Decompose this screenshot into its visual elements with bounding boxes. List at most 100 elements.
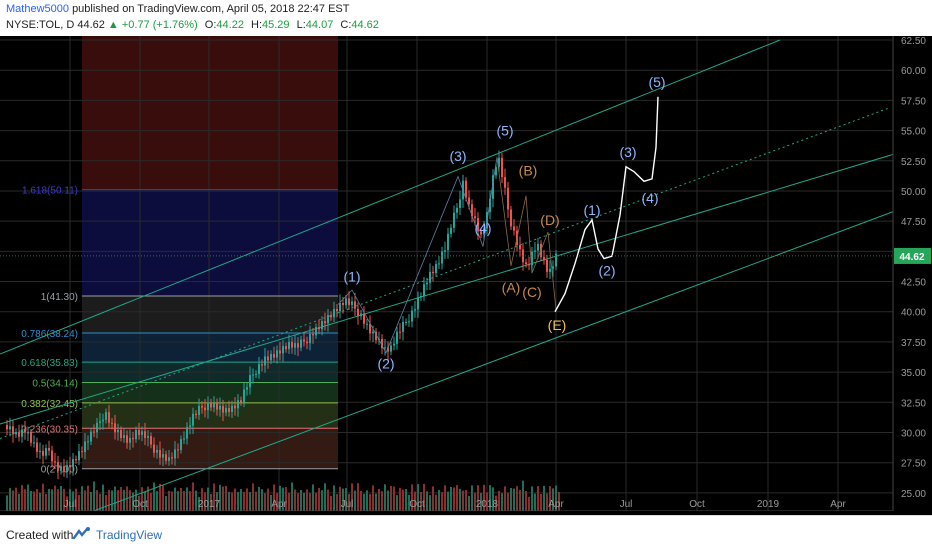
volume-bar: [90, 492, 92, 511]
volume-bar: [540, 494, 542, 511]
x-tick-label: Oct: [689, 499, 705, 510]
volume-bar: [246, 488, 248, 511]
volume-bar: [39, 492, 41, 511]
volume-bar: [420, 492, 422, 511]
volume-bar: [48, 488, 50, 511]
candle-body: [549, 268, 551, 272]
volume-bar: [432, 486, 434, 511]
candle-body: [531, 251, 533, 266]
candle-body: [459, 199, 461, 208]
fib-level-label: 1(41.30): [41, 292, 78, 303]
x-tick-label: 2017: [198, 499, 221, 510]
volume-bar: [549, 486, 551, 511]
volume-bar: [495, 495, 497, 511]
y-tick-label: 35.00: [901, 368, 926, 379]
candle-body: [288, 341, 290, 350]
volume-bar: [483, 484, 485, 511]
candle-body: [189, 425, 191, 428]
volume-bar: [243, 491, 245, 511]
candle-body: [54, 461, 56, 463]
candle-body: [27, 432, 29, 434]
volume-bar: [351, 483, 353, 511]
candle-body: [528, 264, 530, 266]
volume-bar: [309, 493, 311, 511]
tradingview-brand-link[interactable]: TradingView: [96, 528, 163, 542]
volume-bar: [255, 491, 257, 511]
volume-bar: [27, 484, 29, 511]
candle-body: [456, 207, 458, 213]
candle-body: [519, 245, 521, 250]
volume-bar: [81, 486, 83, 511]
footer: Created with TradingView: [0, 515, 932, 551]
price-chart[interactable]: 1.618(50.11)1(41.30)0.786(38.24)0.618(35…: [0, 36, 932, 515]
candle-body: [243, 389, 245, 403]
candle-body: [450, 227, 452, 234]
volume-bar: [66, 496, 68, 511]
candle-body: [297, 343, 299, 348]
candle-body: [75, 459, 77, 461]
candle-body: [171, 457, 173, 459]
volume-bar: [102, 484, 104, 511]
chart-area[interactable]: 1.618(50.11)1(41.30)0.786(38.24)0.618(35…: [0, 36, 932, 515]
volume-bar: [195, 490, 197, 511]
volume-bar: [33, 491, 35, 511]
fib-level-label: 0.382(32.45): [21, 399, 78, 410]
volume-bar: [507, 492, 509, 511]
volume-bar: [282, 487, 284, 511]
created-with-text: Created with: [6, 528, 74, 542]
volume-bar: [447, 491, 449, 511]
volume-bar: [234, 488, 236, 511]
candle-body: [123, 435, 125, 438]
candle-body: [84, 441, 86, 452]
volume-bar: [489, 485, 491, 511]
volume-bar: [384, 484, 386, 511]
volume-bar: [132, 492, 134, 511]
candle-body: [213, 403, 215, 408]
volume-bar: [36, 489, 38, 511]
x-tick-label: Jul: [620, 499, 633, 510]
published-text: published on TradingView.com, April 05, …: [72, 3, 350, 15]
volume-bar: [306, 489, 308, 511]
candle-body: [402, 321, 404, 332]
candle-body: [78, 451, 80, 461]
candle-body: [324, 321, 326, 324]
volume-bar: [198, 496, 200, 511]
volume-bar: [312, 484, 314, 511]
x-tick-label: Apr: [830, 499, 846, 510]
wave-label: (E): [548, 317, 567, 333]
low-value: 44.07: [305, 19, 334, 31]
candle-body: [351, 301, 353, 306]
author-link[interactable]: Mathew5000: [6, 3, 69, 15]
candle-body: [546, 259, 548, 272]
y-tick-label: 62.50: [901, 36, 926, 47]
candle-body: [498, 157, 500, 168]
candle-body: [129, 437, 131, 443]
symbol-label: NYSE:TOL, D: [6, 19, 75, 31]
volume-bar: [6, 495, 8, 511]
candle-body: [192, 413, 194, 426]
y-tick-label: 50.00: [901, 187, 926, 198]
volume-bar: [303, 492, 305, 511]
volume-bar: [78, 494, 80, 511]
volume-bar: [231, 492, 233, 511]
volume-bar: [153, 482, 155, 511]
volume-bar: [543, 485, 545, 511]
candle-body: [153, 444, 155, 453]
candle-body: [18, 432, 20, 437]
volume-bar: [84, 490, 86, 511]
volume-bar: [171, 491, 173, 511]
volume-bar: [42, 483, 44, 511]
x-tick-label: Oct: [132, 499, 148, 510]
volume-bar: [522, 480, 524, 511]
volume-bar: [72, 491, 74, 511]
wave-label: (5): [648, 74, 665, 90]
volume-bar: [327, 489, 329, 511]
candle-body: [468, 197, 470, 205]
x-tick-label: Jul: [341, 499, 354, 510]
candle-body: [465, 180, 467, 198]
volume-bar: [51, 489, 53, 511]
candle-body: [315, 327, 317, 336]
volume-bar: [354, 490, 356, 511]
volume-bar: [177, 491, 179, 511]
x-tick-label: Apr: [548, 499, 564, 510]
